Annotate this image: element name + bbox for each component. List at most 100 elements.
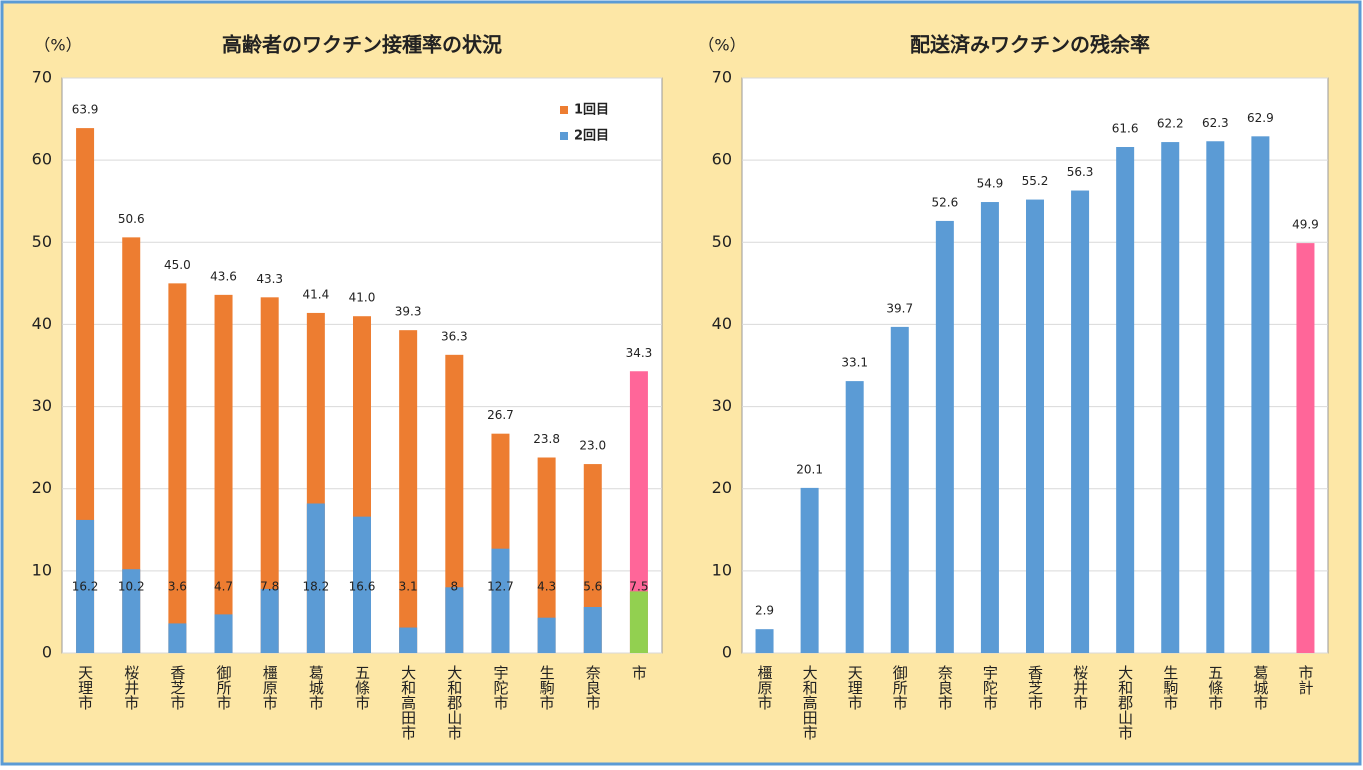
bar xyxy=(583,607,602,653)
bar xyxy=(214,614,233,653)
bar xyxy=(306,503,325,653)
value-label: 62.3 xyxy=(1202,116,1229,130)
bar xyxy=(260,588,279,653)
x-tick-label: 大和高田市 xyxy=(801,665,819,740)
value-label: 62.2 xyxy=(1157,117,1184,131)
x-tick-label: 葛城市 xyxy=(307,665,325,710)
y-tick-label: 0 xyxy=(722,643,732,662)
value-label: 41.4 xyxy=(302,287,329,301)
bar xyxy=(168,623,187,653)
bar xyxy=(1161,142,1180,654)
bar xyxy=(399,330,418,653)
value-label: 34.3 xyxy=(626,346,653,360)
value-label: 4.7 xyxy=(214,580,233,594)
x-tick-label: 橿原市 xyxy=(261,665,279,710)
x-tick-label: 市 xyxy=(630,665,648,680)
value-label: 49.9 xyxy=(1292,218,1319,232)
value-label: 45.0 xyxy=(164,258,191,272)
x-tick-label: 桜井市 xyxy=(1071,665,1089,710)
y-tick-label: 70 xyxy=(32,68,52,87)
bar xyxy=(399,627,418,653)
legend-swatch xyxy=(560,106,568,114)
x-tick-label: 天理市 xyxy=(76,665,94,710)
y-tick-label: 30 xyxy=(712,396,732,415)
value-label: 33.1 xyxy=(841,356,868,370)
y-tick-label: 50 xyxy=(32,232,52,251)
value-label: 50.6 xyxy=(118,212,145,226)
bar xyxy=(537,617,556,653)
bar xyxy=(122,569,141,653)
value-label: 56.3 xyxy=(1067,165,1094,179)
x-tick-label: 大和郡山市 xyxy=(445,665,463,740)
value-label: 52.6 xyxy=(931,195,958,209)
value-label: 62.9 xyxy=(1247,111,1274,125)
value-label: 18.2 xyxy=(302,580,329,594)
bar xyxy=(122,237,141,653)
value-label: 5.6 xyxy=(583,580,602,594)
value-label: 43.6 xyxy=(210,269,237,283)
value-label: 20.1 xyxy=(796,462,823,476)
value-label: 39.3 xyxy=(395,305,422,319)
bar xyxy=(214,294,233,653)
legend-swatch xyxy=(560,132,568,140)
value-label: 3.1 xyxy=(399,580,418,594)
value-label: 4.3 xyxy=(537,580,556,594)
bar xyxy=(1251,136,1270,654)
bar xyxy=(1071,190,1090,654)
value-label: 61.6 xyxy=(1112,122,1139,136)
x-tick-label: 五條市 xyxy=(353,665,371,710)
x-tick-label: 御所市 xyxy=(891,665,909,710)
value-label: 63.9 xyxy=(72,103,99,117)
legend-label: 2回目 xyxy=(574,129,609,144)
chart-title: 配送済みワクチンの残余率 xyxy=(910,33,1150,57)
value-label: 2.9 xyxy=(755,604,774,618)
chart-title: 高齢者のワクチン接種率の状況 xyxy=(222,33,502,57)
y-tick-label: 70 xyxy=(712,68,732,87)
bar xyxy=(629,591,648,653)
bar xyxy=(1116,147,1135,653)
bar xyxy=(445,587,464,653)
x-tick-label: 香芝市 xyxy=(168,665,186,710)
bar xyxy=(1206,141,1225,653)
legend-label: 1回目 xyxy=(574,103,609,118)
x-tick-label: 生駒市 xyxy=(538,665,556,710)
bar xyxy=(755,629,774,653)
x-tick-label: 宇陀市 xyxy=(491,665,509,710)
x-tick-label: 桜井市 xyxy=(122,665,140,710)
value-label: 39.7 xyxy=(886,301,913,315)
y-tick-label: 40 xyxy=(712,314,732,333)
y-tick-label: 40 xyxy=(32,314,52,333)
value-label: 3.6 xyxy=(168,580,187,594)
bar xyxy=(980,202,999,654)
bar xyxy=(1026,199,1044,654)
bar xyxy=(260,297,279,653)
y-tick-label: 20 xyxy=(32,478,52,497)
y-tick-label: 20 xyxy=(712,478,732,497)
value-label: 54.9 xyxy=(977,177,1004,191)
y-tick-label: 10 xyxy=(32,560,52,579)
x-tick-label: 香芝市 xyxy=(1026,665,1044,710)
value-label: 16.6 xyxy=(349,580,376,594)
x-tick-label: 奈良市 xyxy=(584,665,602,710)
bar xyxy=(537,457,556,653)
x-tick-label: 葛城市 xyxy=(1251,665,1269,710)
x-tick-label: 宇陀市 xyxy=(981,665,999,710)
value-label: 43.3 xyxy=(256,272,283,286)
value-label: 55.2 xyxy=(1022,174,1049,188)
y-tick-label: 30 xyxy=(32,396,52,415)
bar xyxy=(1296,243,1315,653)
value-label: 23.0 xyxy=(579,439,606,453)
bar xyxy=(800,487,819,653)
y-tick-label: 50 xyxy=(712,232,732,251)
value-label: 10.2 xyxy=(118,580,145,594)
y-tick-label: 60 xyxy=(712,150,732,169)
bar xyxy=(76,519,95,653)
bar xyxy=(629,371,648,653)
unit-label: （%） xyxy=(698,36,745,55)
x-tick-label: 五條市 xyxy=(1206,665,1224,710)
value-label: 26.7 xyxy=(487,408,514,422)
value-label: 23.8 xyxy=(533,432,560,446)
bar xyxy=(445,354,464,653)
value-label: 7.8 xyxy=(260,580,279,594)
x-tick-label: 天理市 xyxy=(846,665,864,710)
